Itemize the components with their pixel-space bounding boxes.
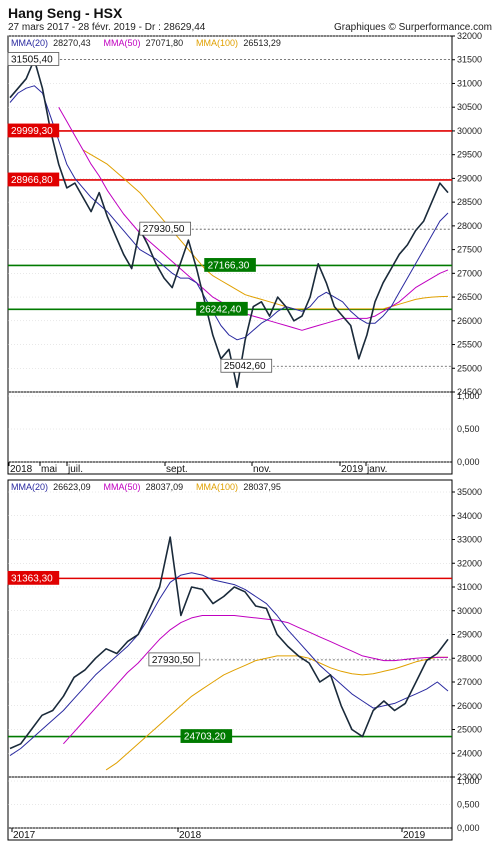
y-tick-label: 24500 [457, 387, 482, 397]
support-label-box [180, 729, 233, 743]
y-tick-label: 25000 [457, 363, 482, 373]
x-tick-label: mai [41, 464, 57, 475]
reference-label-box [220, 358, 273, 373]
y-tick-label: 32000 [457, 558, 482, 568]
support-label-box [196, 301, 248, 316]
y-tick-label: 27000 [457, 677, 482, 687]
resistance-label: 31363,30 [11, 573, 53, 584]
y-tick-label: 26000 [457, 316, 482, 326]
chart-panel-2: 35000 34000 33000 32000 31000 30000 29000 28000… [7, 479, 482, 841]
x-tick-label: sept. [166, 464, 188, 475]
mma100-series [82, 149, 449, 310]
legend-value: 26513,29 [243, 38, 281, 48]
resistance-label-box [7, 123, 60, 138]
y-tick-label: 29500 [457, 150, 482, 160]
y-tick-label: 34000 [457, 511, 482, 521]
legend-value: 27071,80 [146, 38, 184, 48]
legend-value: 28037,95 [243, 482, 281, 492]
legend-value: 28270,43 [53, 38, 91, 48]
y-tick-label: 29000 [457, 173, 482, 183]
legend-entry: MMA(20) [11, 38, 48, 48]
mma50-series [58, 106, 449, 331]
legend-value: 28037,09 [146, 482, 184, 492]
x-tick-label: janv. [366, 464, 387, 475]
y-tick-label: 30500 [457, 102, 482, 112]
support-label: 27166,30 [208, 260, 250, 271]
price-series [9, 58, 449, 389]
y-tick-label: 27500 [457, 245, 482, 255]
chart-title: Hang Seng - HSX [8, 5, 123, 21]
reference-label: 27930,50 [152, 655, 194, 666]
x-tick-label: 2019 [341, 464, 364, 475]
panel-frame [7, 35, 453, 475]
support-label: 26242,40 [200, 304, 242, 315]
legend-entry: MMA(100) [196, 38, 238, 48]
x-tick-label: juil. [67, 464, 83, 475]
support-label-box [204, 258, 256, 272]
price-series [9, 536, 449, 750]
y-tick-label: 31000 [457, 582, 482, 592]
volume-tick-label: 0,500 [457, 800, 480, 810]
chart-source: Graphiques © Surperformance.com [334, 22, 492, 33]
x-tick-label: 2019 [403, 830, 426, 841]
mma20-series [9, 85, 449, 341]
support-label: 24703,20 [184, 732, 226, 743]
y-tick-label: 31000 [457, 78, 482, 88]
volume-tick-label: 0,000 [457, 457, 480, 467]
y-tick-label: 32000 [457, 31, 482, 41]
y-tick-label: 25500 [457, 340, 482, 350]
x-tick-label: 2018 [10, 464, 33, 475]
mma100-series [105, 655, 448, 771]
y-tick-label: 25000 [457, 725, 482, 735]
y-tick-label: 28500 [457, 197, 482, 207]
y-tick-label: 28000 [457, 221, 482, 231]
y-tick-label: 30000 [457, 126, 482, 136]
y-tick-label: 29000 [457, 630, 482, 640]
y-tick-label: 35000 [457, 487, 482, 497]
y-tick-label: 24000 [457, 748, 482, 758]
y-tick-label: 27000 [457, 268, 482, 278]
legend-entry: MMA(20) [11, 482, 48, 492]
resistance-label-box [7, 172, 60, 187]
volume-tick-label: 0,000 [457, 823, 480, 833]
y-tick-label: 30000 [457, 606, 482, 616]
reference-label: 25042,60 [224, 361, 266, 372]
mma20-series [9, 572, 449, 757]
x-tick-label: 2017 [13, 830, 36, 841]
mma50-series [63, 615, 448, 745]
legend-entry: MMA(100) [196, 482, 238, 492]
x-tick-label: nov. [253, 464, 271, 475]
y-tick-label: 26000 [457, 701, 482, 711]
y-tick-label: 23000 [457, 772, 482, 782]
y-tick-label: 31500 [457, 55, 482, 65]
reference-label-box [139, 221, 191, 236]
chart-subtitle: 27 mars 2017 - 28 févr. 2019 - Dr : 2862… [8, 22, 206, 33]
resistance-label: 28966,80 [11, 175, 53, 186]
volume-tick-label: 0,500 [457, 424, 480, 434]
reference-label: 27930,50 [143, 224, 185, 235]
reference-label-box [148, 652, 201, 667]
legend-entry: MMA(50) [104, 482, 141, 492]
resistance-label: 29999,30 [11, 126, 53, 137]
y-tick-label: 26500 [457, 292, 482, 302]
reference-label-box [7, 52, 60, 66]
legend-entry: MMA(50) [104, 38, 141, 48]
resistance-label-box [7, 570, 60, 585]
volume-tick-label: 1,000 [457, 391, 480, 401]
y-tick-label: 28000 [457, 653, 482, 663]
legend-value: 26623,09 [53, 482, 91, 492]
x-tick-label: 2018 [179, 830, 202, 841]
volume-tick-label: 1,000 [457, 776, 480, 786]
reference-label: 31505,40 [11, 54, 53, 65]
y-tick-label: 33000 [457, 535, 482, 545]
chart-panel-1: 32000 31500 31000 30500 30000 29500 29000 28500… [7, 31, 482, 475]
